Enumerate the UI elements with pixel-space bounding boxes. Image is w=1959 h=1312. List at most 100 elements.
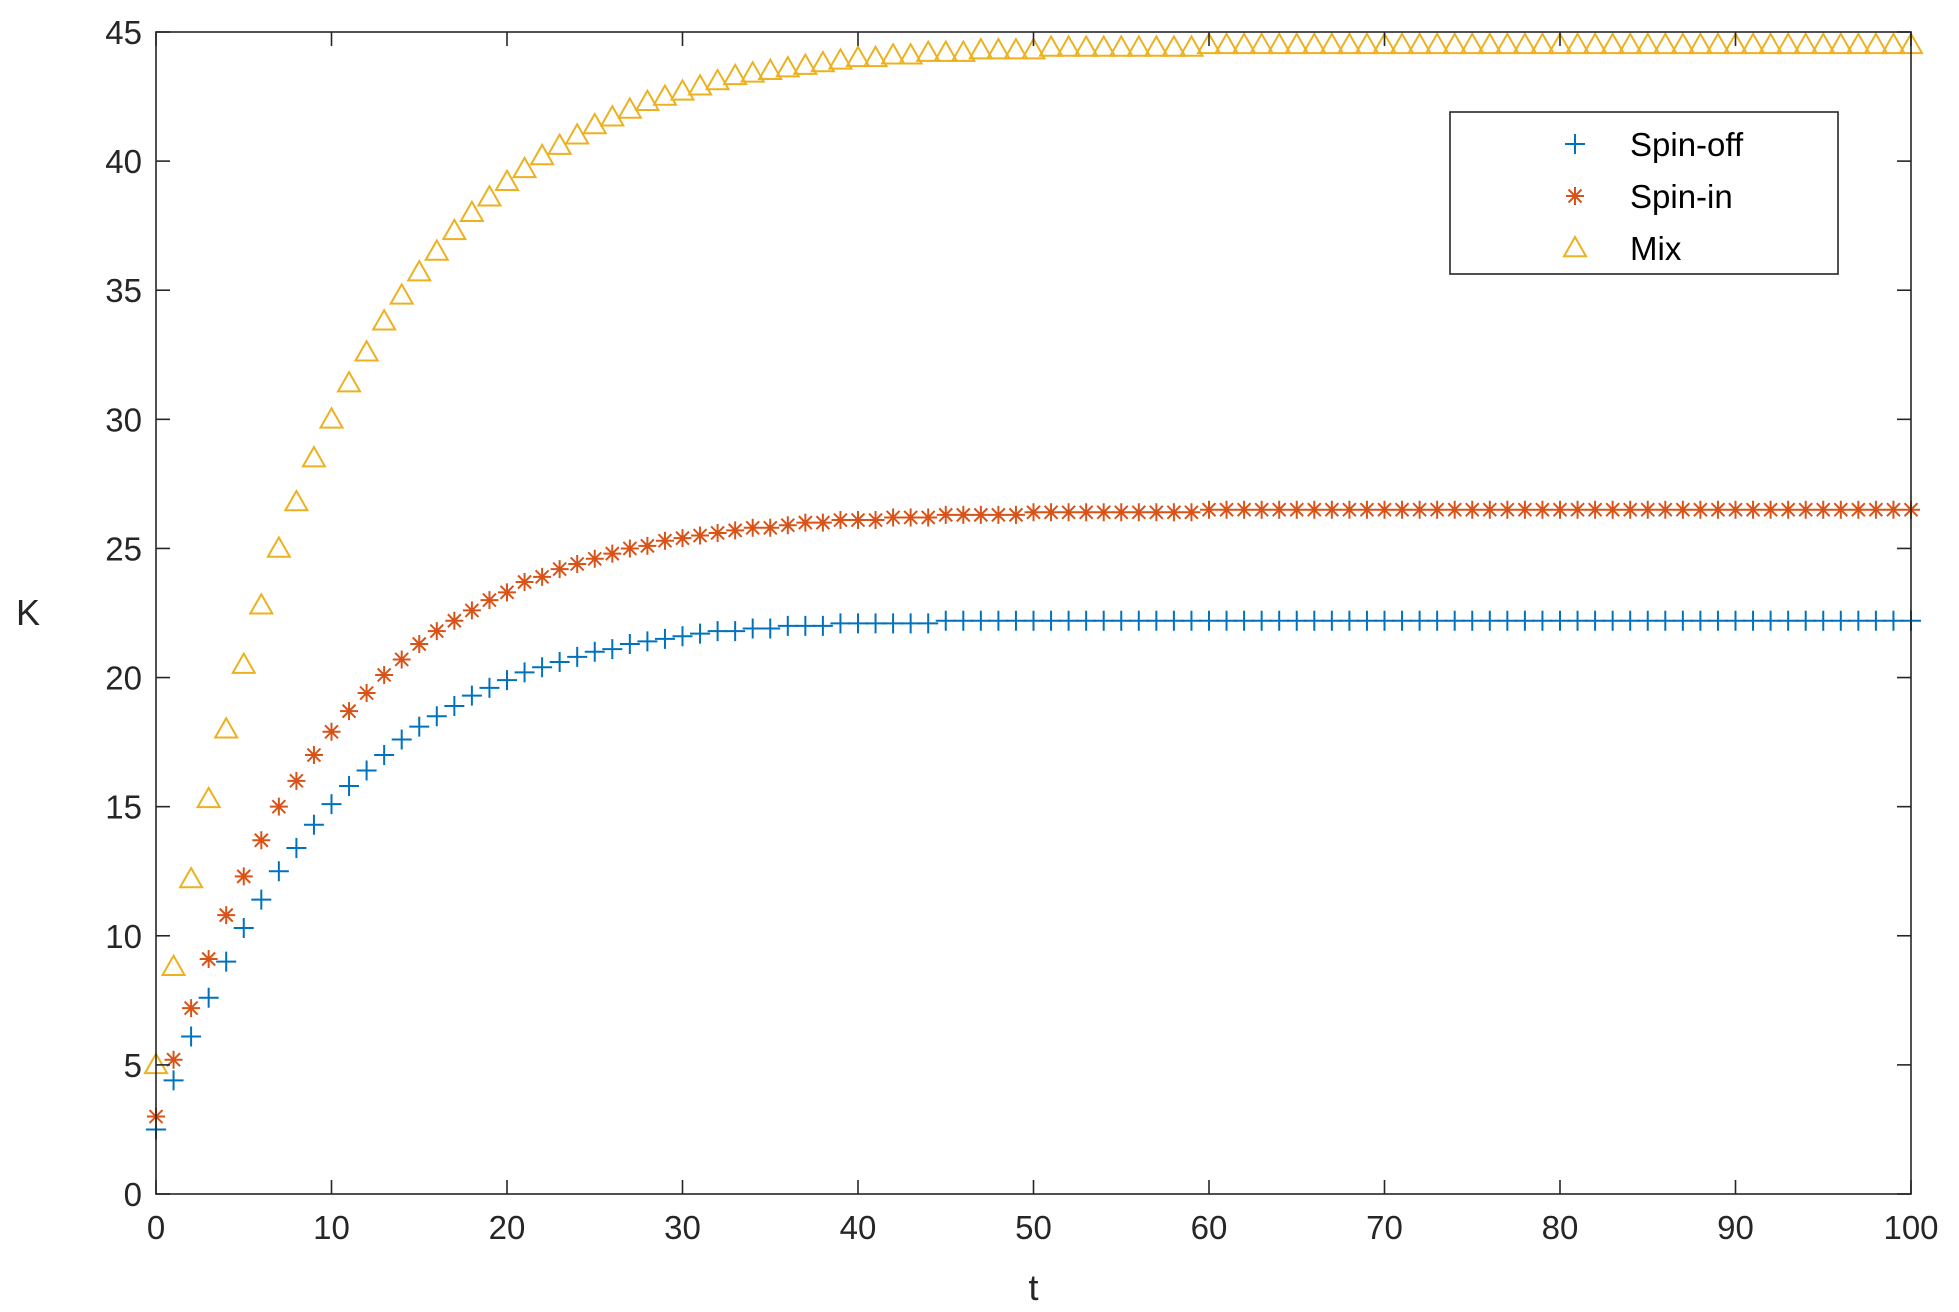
data-point <box>1725 610 1746 631</box>
data-point <box>1775 31 1801 55</box>
data-point <box>427 622 446 641</box>
data-point <box>1687 31 1714 55</box>
data-point <box>1406 31 1433 55</box>
data-point <box>1428 500 1447 519</box>
data-point <box>1006 505 1025 524</box>
x-tick-label: 0 <box>147 1209 165 1246</box>
data-point <box>1586 500 1605 519</box>
data-point <box>1321 610 1342 631</box>
data-point <box>217 906 236 925</box>
data-point <box>599 104 626 127</box>
data-point <box>985 37 1012 60</box>
data-point <box>743 518 762 537</box>
data-point <box>1863 31 1889 55</box>
data-point <box>1480 500 1499 519</box>
data-point <box>287 771 306 790</box>
data-point <box>1322 500 1341 519</box>
data-point <box>1393 500 1412 519</box>
data-point <box>1305 500 1324 519</box>
y-tick-label: 15 <box>105 789 142 826</box>
data-point <box>1602 610 1623 631</box>
data-point <box>687 73 713 96</box>
data-point <box>1094 503 1113 522</box>
data-point <box>1073 34 1099 57</box>
data-point <box>1722 31 1749 55</box>
data-point <box>336 370 362 393</box>
data-point <box>1126 34 1152 57</box>
data-point <box>777 615 798 636</box>
data-point <box>1705 31 1731 55</box>
data-point <box>1621 500 1640 519</box>
data-point <box>251 889 272 910</box>
data-point <box>1252 500 1271 519</box>
data-point <box>883 613 904 634</box>
data-point <box>778 516 797 535</box>
data-point <box>234 867 253 886</box>
data-point <box>739 60 766 83</box>
data-point <box>1020 37 1047 60</box>
data-point <box>827 47 854 70</box>
data-point <box>1287 500 1306 519</box>
data-point <box>568 554 587 573</box>
data-point <box>406 259 432 282</box>
data-point <box>1076 610 1097 631</box>
data-point <box>652 83 678 106</box>
data-point <box>1304 610 1325 631</box>
y-tick-label: 0 <box>124 1176 142 1213</box>
data-point <box>1248 31 1275 55</box>
data-point <box>760 618 781 639</box>
data-point <box>1708 500 1727 519</box>
data-point <box>602 639 623 660</box>
data-point <box>410 634 429 653</box>
data-point <box>233 918 254 939</box>
data-point <box>669 78 696 101</box>
data-point <box>1371 31 1398 55</box>
y-tick-label: 25 <box>105 530 142 567</box>
data-point <box>1582 31 1608 55</box>
data-point <box>182 999 201 1018</box>
data-point <box>1849 500 1868 519</box>
data-point <box>831 511 850 530</box>
data-point <box>1058 610 1079 631</box>
data-point <box>1512 31 1538 55</box>
data-point <box>1529 31 1556 55</box>
data-point <box>304 746 323 765</box>
series-spin-in <box>147 500 1920 1126</box>
data-point <box>1112 503 1131 522</box>
data-point <box>1672 610 1693 631</box>
data-point <box>1340 500 1359 519</box>
data-point <box>1301 31 1328 55</box>
data-point <box>1357 500 1376 519</box>
legend-box <box>1449 111 1839 275</box>
data-point <box>1059 503 1078 522</box>
data-point <box>1620 610 1641 631</box>
data-point <box>1532 610 1553 631</box>
data-point <box>1427 610 1448 631</box>
data-point <box>617 96 643 119</box>
data-point <box>1707 610 1728 631</box>
data-point <box>1810 31 1836 55</box>
data-point <box>1354 31 1380 55</box>
data-point <box>691 526 710 545</box>
data-point <box>1111 610 1132 631</box>
data-point <box>353 339 380 362</box>
data-point <box>1182 503 1201 522</box>
data-point <box>812 615 833 636</box>
data-point <box>1551 500 1569 519</box>
data-point <box>1147 503 1166 522</box>
data-point <box>1042 503 1061 522</box>
data-point <box>884 508 903 527</box>
data-point <box>989 505 1008 524</box>
data-point <box>1038 34 1064 57</box>
data-point <box>900 613 921 634</box>
data-point <box>915 39 941 62</box>
data-point <box>862 44 889 68</box>
data-point <box>1392 610 1413 631</box>
legend: Spin-off Spin-in Mix <box>1449 111 1839 275</box>
data-point <box>722 62 748 86</box>
data-point <box>813 513 832 532</box>
data-point <box>742 618 763 639</box>
data-point <box>550 560 569 579</box>
y-tick-label: 10 <box>105 918 142 955</box>
